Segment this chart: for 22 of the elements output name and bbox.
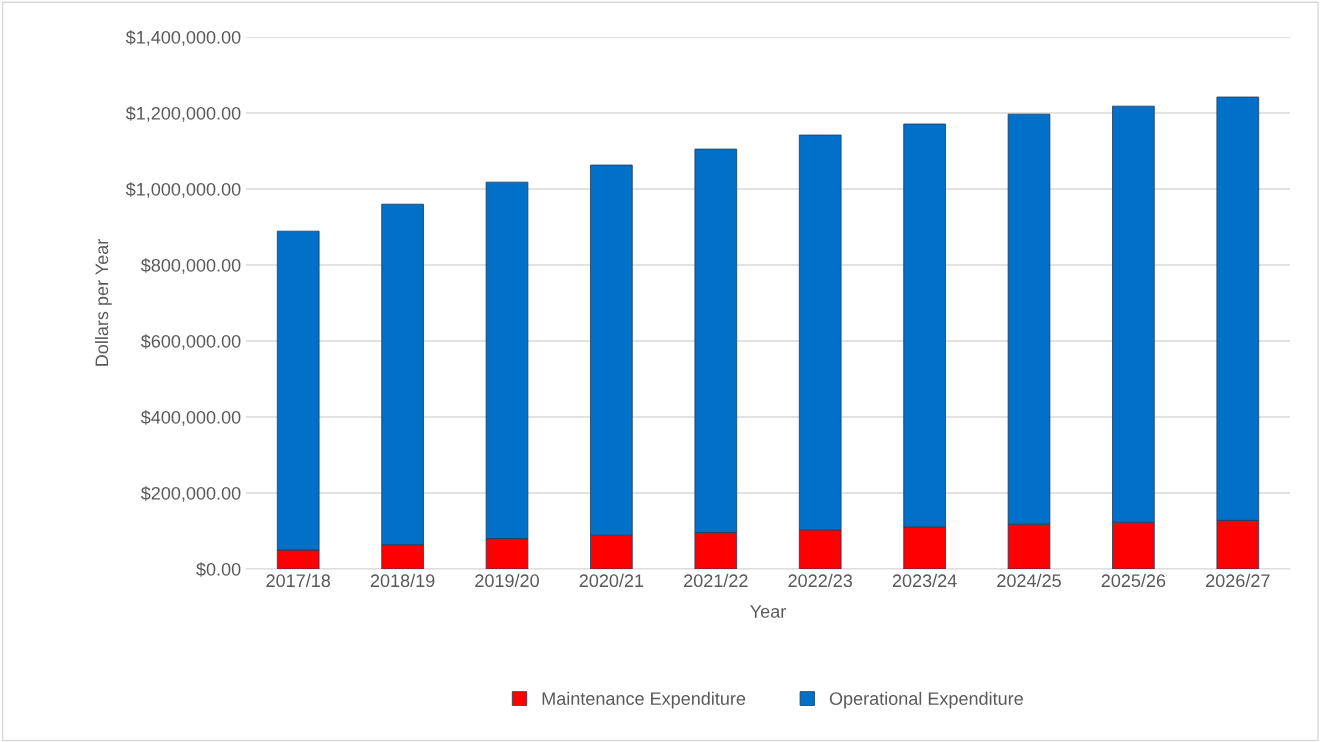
- y-tick-label: $1,000,000.00: [125, 182, 241, 198]
- y-axis-title: Dollars per Year: [94, 239, 112, 366]
- x-axis-title: Year: [750, 605, 786, 618]
- y-tick-label: $1,200,000.00: [125, 106, 241, 122]
- x-tick-label: 2020/21: [579, 573, 644, 588]
- x-tick-label: 2026/27: [1206, 573, 1270, 588]
- x-tick-label: 2023/24: [892, 573, 957, 588]
- y-tick-label: $200,000.00: [140, 486, 241, 502]
- x-tick-label: 2024/25: [997, 573, 1061, 588]
- x-tick-label: 2021/22: [684, 573, 748, 588]
- legend-label: Maintenance Expenditure: [542, 691, 746, 709]
- x-tick-label: 2018/19: [370, 573, 435, 588]
- x-tick-label: 2019/20: [475, 573, 539, 588]
- y-tick-label: $1,400,000.00: [125, 30, 241, 46]
- legend-label: Operational Expenditure: [829, 691, 1023, 709]
- y-tick-label: $0.00: [196, 562, 241, 577]
- x-tick-label: 2025/26: [1101, 573, 1166, 588]
- y-tick-label: $400,000.00: [140, 410, 241, 426]
- x-tick-label: 2017/18: [266, 573, 331, 588]
- y-tick-label: $600,000.00: [140, 334, 241, 350]
- x-tick-label: 2022/23: [788, 573, 853, 588]
- y-tick-label: $800,000.00: [140, 258, 241, 274]
